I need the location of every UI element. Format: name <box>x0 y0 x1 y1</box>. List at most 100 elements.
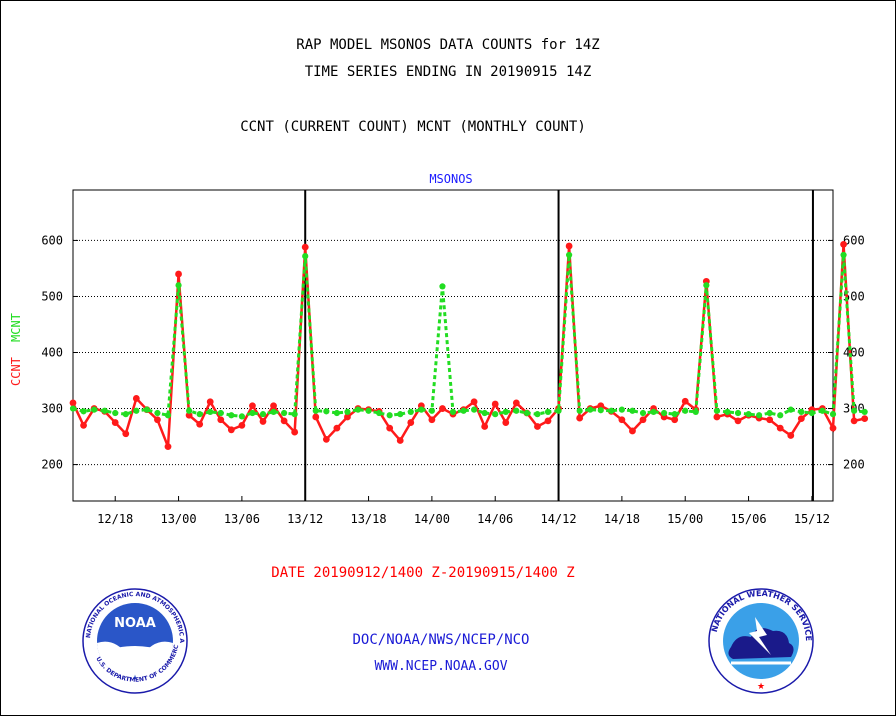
data-point <box>323 408 330 415</box>
org-label: DOC/NOAA/NWS/NCEP/NCO <box>352 632 530 648</box>
data-point <box>91 406 98 413</box>
data-point <box>80 408 87 415</box>
data-point <box>333 424 341 432</box>
ytick-label-right: 400 <box>843 346 865 360</box>
data-point <box>851 407 858 414</box>
xtick-label: 13/12 <box>287 512 323 526</box>
data-point <box>724 408 731 416</box>
series-line <box>72 254 865 418</box>
noaa-logo-icon: NOAA NATIONAL OCEANIC AND ATMOSPHERIC AD… <box>80 586 190 696</box>
data-point <box>185 411 193 419</box>
data-point <box>840 240 847 248</box>
data-point <box>618 406 625 413</box>
data-point <box>270 408 277 416</box>
data-point <box>249 409 256 417</box>
data-point <box>122 411 129 418</box>
y-axis-label: CCNT MCNT <box>9 313 23 386</box>
ytick-label-right: 500 <box>843 289 865 303</box>
data-point <box>154 416 161 424</box>
data-point <box>492 411 499 418</box>
data-point <box>354 406 362 413</box>
data-point <box>681 397 689 405</box>
data-point <box>840 251 847 259</box>
data-point <box>143 406 150 413</box>
data-point <box>597 402 605 410</box>
xtick-label: 15/06 <box>730 512 766 526</box>
series-mcnt <box>69 251 868 420</box>
data-point <box>80 421 87 429</box>
data-point <box>576 407 583 414</box>
data-point <box>544 408 552 416</box>
url-link[interactable]: WWW.NCEP.NOAA.GOV <box>374 659 508 674</box>
data-point <box>829 424 837 432</box>
data-point <box>291 428 299 436</box>
data-point <box>112 409 119 417</box>
data-point <box>713 407 720 414</box>
data-point <box>787 406 794 413</box>
data-point <box>164 443 172 451</box>
data-point <box>196 411 203 418</box>
data-point <box>460 407 467 414</box>
data-point <box>671 411 678 418</box>
series-ccnt <box>69 240 869 451</box>
data-point <box>407 419 415 426</box>
data-point <box>608 407 615 414</box>
data-point <box>449 408 457 416</box>
data-point <box>418 406 425 413</box>
date-range-label: DATE 20190912/1400 Z-20190915/1400 Z <box>271 565 575 581</box>
data-point <box>777 412 784 419</box>
data-point <box>797 415 805 423</box>
data-point <box>396 437 404 444</box>
data-point <box>523 409 530 417</box>
ytick-label-right: 600 <box>843 233 865 247</box>
data-point <box>302 253 309 260</box>
series-line <box>71 244 865 448</box>
data-point <box>69 399 77 407</box>
data-point <box>301 243 309 251</box>
data-point <box>344 413 351 421</box>
data-point <box>228 412 235 419</box>
data-point <box>175 282 182 289</box>
data-point <box>639 409 647 417</box>
data-point <box>682 407 689 414</box>
chart-series-description: CCNT (CURRENT COUNT) MCNT (MONTHLY COUNT… <box>240 119 586 135</box>
data-point <box>713 413 721 421</box>
xtick-label: 14/06 <box>477 512 513 526</box>
chart-subtitle-time: TIME SERIES ENDING IN 20190915 14Z <box>304 64 592 80</box>
data-point <box>850 417 858 425</box>
ytick-label-left: 400 <box>41 346 63 360</box>
data-point <box>397 411 404 418</box>
data-point <box>597 407 604 414</box>
xtick-label: 13/00 <box>160 512 196 526</box>
data-point <box>122 430 130 438</box>
data-point <box>386 424 394 432</box>
svg-text:★: ★ <box>757 682 765 692</box>
data-point <box>281 409 288 417</box>
grid-layer <box>73 239 833 466</box>
data-point <box>238 413 245 420</box>
data-point <box>291 411 298 418</box>
data-point <box>376 409 383 417</box>
data-point <box>502 419 510 426</box>
data-point <box>196 420 204 428</box>
data-point <box>787 432 795 439</box>
ylabel-mcnt: MCNT <box>9 313 23 342</box>
data-point <box>544 417 552 425</box>
data-point <box>618 416 626 424</box>
data-point <box>661 409 668 417</box>
data-point <box>776 424 784 432</box>
data-point <box>101 407 108 414</box>
data-point <box>756 412 763 419</box>
data-point <box>227 426 235 434</box>
xtick-label: 15/00 <box>667 512 703 526</box>
data-point <box>587 406 594 413</box>
data-point <box>629 407 636 414</box>
data-point <box>69 405 77 412</box>
data-point <box>207 408 214 416</box>
data-point <box>344 408 351 416</box>
data-point <box>312 407 319 414</box>
ytick-label-left: 300 <box>41 402 63 416</box>
data-point <box>491 400 499 408</box>
data-point <box>734 417 742 425</box>
